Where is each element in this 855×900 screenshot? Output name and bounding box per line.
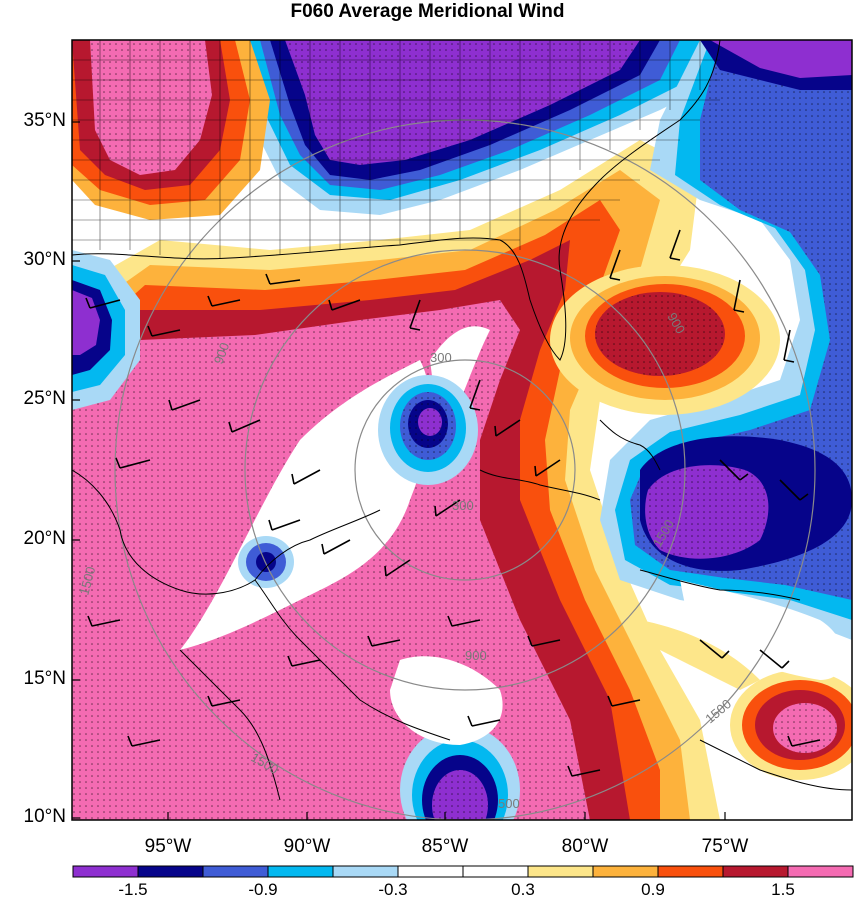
county-borders xyxy=(72,40,720,258)
lat-label: 25°N xyxy=(23,388,66,409)
ring-label: 900 xyxy=(465,648,487,663)
lat-label: 20°N xyxy=(23,528,66,549)
map-frame xyxy=(71,39,853,821)
lat-label: 10°N xyxy=(23,806,66,827)
positive-blob-northwest xyxy=(72,40,270,220)
colorbar-swatch xyxy=(397,865,464,878)
lon-label: 95°W xyxy=(144,836,192,857)
colorbar-swatch xyxy=(72,865,139,878)
lon-label: 90°W xyxy=(283,836,331,857)
ring-label: 1500 xyxy=(76,565,98,597)
colorbar-swatch xyxy=(592,865,659,878)
map-title: F060 Average Meridional Wind xyxy=(290,1,565,22)
lat-ticks xyxy=(72,121,80,819)
colorbar-swatch xyxy=(527,865,594,878)
negative-blob-central xyxy=(378,375,478,485)
neutral-corridor xyxy=(180,360,431,650)
colorbar-swatch xyxy=(267,865,334,878)
colorbar-swatch xyxy=(462,865,529,878)
ring-label: 300 xyxy=(452,498,474,513)
coastlines xyxy=(72,40,852,801)
lon-label: 80°W xyxy=(561,836,609,857)
lon-ticks xyxy=(167,812,726,820)
colorbar-swatch xyxy=(332,865,399,878)
lat-label: 35°N xyxy=(23,110,66,131)
colorbar-swatch xyxy=(202,865,269,878)
colorbar-label: 0.9 xyxy=(641,880,665,899)
wind-barbs xyxy=(85,229,821,777)
colorbar-label: -0.9 xyxy=(248,880,278,899)
colorbar-label: 1.5 xyxy=(771,880,795,899)
ring-label: 900 xyxy=(211,341,233,367)
colorbar-swatch xyxy=(137,865,204,878)
negative-blob-far-west xyxy=(72,250,140,410)
lat-label: 30°N xyxy=(23,249,66,270)
ring-label: 300 xyxy=(430,350,452,365)
colorbar-label: 0.3 xyxy=(511,880,535,899)
negative-blob-west xyxy=(238,536,294,588)
range-ring-300 xyxy=(354,359,576,581)
colorbar-label: -0.3 xyxy=(378,880,408,899)
lon-label: 75°W xyxy=(701,836,749,857)
ring-label: 500 xyxy=(498,796,520,811)
lat-label: 15°N xyxy=(23,668,66,689)
colorbar-swatch xyxy=(722,865,789,878)
positive-blob-east xyxy=(550,265,780,415)
colorbar-label: -1.5 xyxy=(118,880,148,899)
negative-wind-region-east xyxy=(600,40,852,640)
colorbar-swatch xyxy=(787,865,854,878)
negative-blob-south xyxy=(400,725,520,820)
lon-label: 85°W xyxy=(421,836,469,857)
range-ring-900 xyxy=(244,249,686,691)
colorbar-swatch xyxy=(657,865,724,878)
